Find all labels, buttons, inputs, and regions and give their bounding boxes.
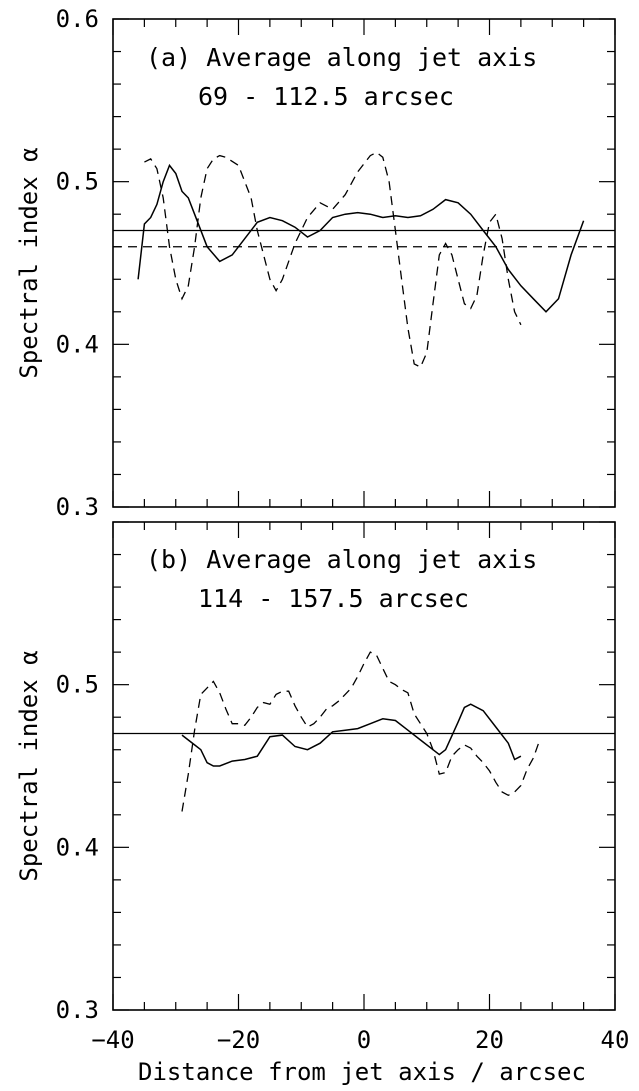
panel-a-series-solid	[137, 163, 585, 313]
panel-b-ticks	[112, 521, 616, 1011]
panel-b-ytick-label: 0.4	[56, 833, 99, 861]
panel-a-reference-lines	[113, 229, 615, 248]
panel-b-annotation-line-1: (b) Average along jet axis	[146, 545, 537, 574]
panel-a-ytick-label: 0.6	[56, 5, 99, 33]
panel-a-ytick-labels: 0.3 0.4 0.5 0.6	[56, 5, 99, 521]
panel-a-ytick-label: 0.3	[56, 493, 99, 521]
panel-b-xtick-label: −20	[217, 1026, 260, 1054]
panel-b-ytick-labels: 0.3 0.4 0.5	[56, 671, 99, 1024]
panel-b-y-axis-label: Spectral index α	[15, 650, 43, 881]
panel-b-xtick-label: 0	[357, 1026, 371, 1054]
panel-a-y-axis-label: Spectral index α	[15, 147, 43, 378]
panel-a-ytick-label: 0.4	[56, 330, 99, 358]
panel-a-ytick-label: 0.5	[56, 168, 99, 196]
panel-b: 0.3 0.4 0.5 −40 −20 0 20 40 (b) Average along …	[15, 521, 629, 1086]
panel-b-xtick-label: −40	[91, 1026, 134, 1054]
panel-a-annotation-line-1: (a) Average along jet axis	[146, 43, 537, 72]
panel-b-ytick-label: 0.3	[56, 996, 99, 1024]
panel-b-ytick-label: 0.5	[56, 671, 99, 699]
panel-a-annotation-line-2: 69 - 112.5 arcsec	[198, 82, 454, 111]
panel-b-xtick-labels: −40 −20 0 20 40	[91, 1026, 629, 1054]
x-axis-label: Distance from jet axis / arcsec	[138, 1058, 586, 1086]
panel-b-xtick-label: 40	[601, 1026, 630, 1054]
panel-b-xtick-label: 20	[475, 1026, 504, 1054]
panel-b-annotation-line-2: 114 - 157.5 arcsec	[198, 584, 469, 613]
panel-b-series	[181, 651, 541, 812]
panel-b-series-solid	[181, 703, 522, 767]
panel-b-series-dashed	[181, 651, 541, 812]
panel-a-series-dashed	[144, 151, 522, 368]
panel-a-ticks	[112, 18, 616, 508]
panel-a: 0.30.40.50.6 (a) Average along jet axis …	[15, 5, 616, 521]
panel-a-series	[137, 151, 585, 368]
